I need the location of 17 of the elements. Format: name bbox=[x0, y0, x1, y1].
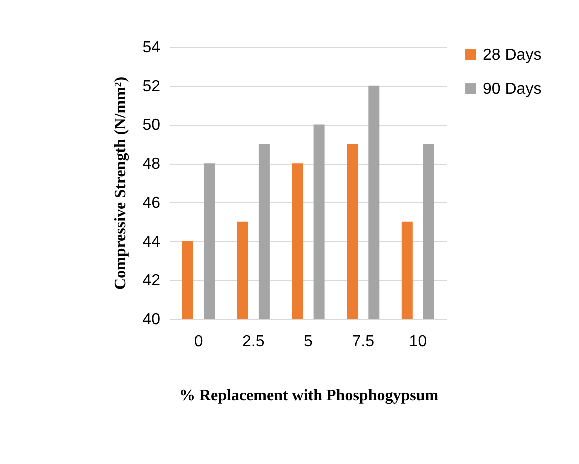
y-axis-title: Compressive Strength (N/mm²) bbox=[112, 76, 130, 290]
y-tick-label: 46 bbox=[142, 194, 161, 212]
x-tick-label: 5 bbox=[304, 334, 314, 350]
x-axis-title: % Replacement with Phosphogypsum bbox=[179, 388, 440, 404]
x-tick-label: 2.5 bbox=[242, 334, 265, 350]
legend-label: 90 Days bbox=[483, 81, 542, 98]
x-tick-label: 10 bbox=[409, 334, 428, 350]
y-tick-label: 48 bbox=[142, 156, 161, 174]
y-tick-label: 44 bbox=[142, 234, 161, 251]
x-tick-label: 7.5 bbox=[352, 334, 375, 350]
legend-label: 28 Days bbox=[483, 47, 542, 64]
y-tick-label: 50 bbox=[142, 117, 161, 134]
y-tick-label: 42 bbox=[142, 272, 161, 290]
y-tick-label: 52 bbox=[142, 78, 161, 96]
y-tick-label: 54 bbox=[142, 40, 161, 56]
x-tick-label: 0 bbox=[194, 334, 204, 350]
y-tick-label: 40 bbox=[142, 312, 161, 328]
